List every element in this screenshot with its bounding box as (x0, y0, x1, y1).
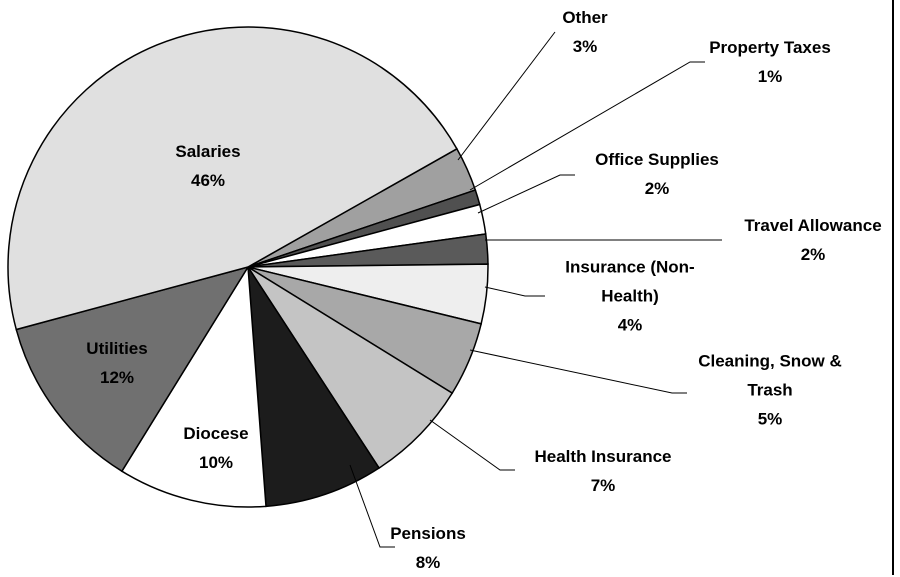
category-label: Diocese (183, 424, 249, 443)
leader-line (429, 419, 515, 471)
pie-slice (247, 266, 454, 470)
slice-label: Office Supplies 2% (557, 145, 757, 203)
slice-label: Cleaning, Snow & Trash 5% (688, 347, 853, 434)
pie-slice (7, 26, 458, 331)
slice-label: Property Taxes 1% (670, 33, 870, 91)
category-label: Pensions (390, 524, 466, 543)
value-label: 8% (415, 553, 441, 572)
slice-label: Health Insurance 7% (503, 442, 703, 500)
slice-label: Travel Allowance 2% (713, 211, 900, 269)
value-label: 12% (99, 368, 135, 387)
leader-line (349, 464, 395, 548)
pie-slice (120, 264, 267, 508)
category-label: Cleaning, Snow & Trash (698, 351, 842, 400)
slice-label: Pensions 8% (353, 519, 503, 577)
value-label: 46% (190, 171, 226, 190)
value-label: 2% (644, 179, 670, 198)
category-label: Travel Allowance (744, 216, 882, 235)
category-label: Health Insurance (534, 447, 672, 466)
leader-line (469, 349, 687, 394)
pie-slice (15, 265, 250, 473)
category-label: Office Supplies (595, 150, 719, 169)
leader-line (469, 61, 705, 191)
value-label: 10% (198, 453, 234, 472)
pie-slice (247, 266, 381, 508)
category-label: Salaries (175, 142, 241, 161)
category-label: Utilities (86, 339, 148, 358)
slice-label: Other 3% (525, 3, 645, 61)
slice-label: Diocese 10% (141, 419, 291, 477)
value-label: 2% (800, 245, 826, 264)
leader-line (457, 31, 556, 161)
category-label: Other (562, 8, 608, 27)
slice-label: Utilities 12% (42, 334, 192, 392)
leader-line (477, 174, 575, 214)
value-label: 5% (757, 409, 783, 429)
category-label: Insurance (Non-Health) (565, 257, 695, 306)
category-label: Property Taxes (709, 38, 831, 57)
leader-line (484, 286, 545, 297)
value-label: 4% (617, 315, 643, 335)
slice-label: Insurance (Non-Health) 4% (548, 253, 713, 340)
value-label: 7% (590, 476, 616, 495)
value-label: 1% (757, 67, 783, 86)
value-label: 3% (572, 37, 598, 56)
slice-label: Salaries 46% (133, 137, 283, 195)
